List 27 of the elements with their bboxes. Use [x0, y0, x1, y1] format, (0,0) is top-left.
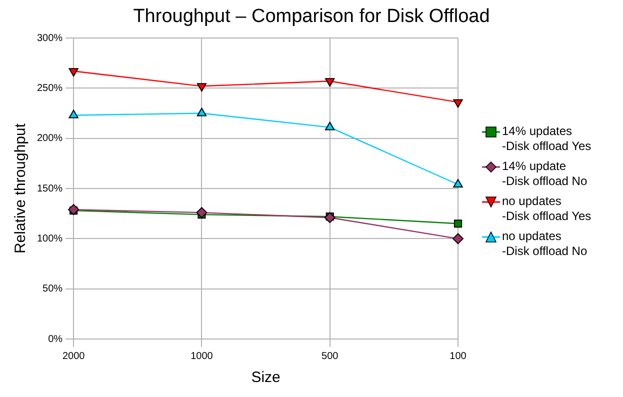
y-tick-label: 0%	[48, 334, 63, 345]
y-tick-label: 300%	[37, 32, 63, 44]
x-tick-label: 2000	[62, 350, 86, 362]
legend-label: 14% update -Disk offload No	[502, 159, 588, 189]
y-axis-title: Relative throughput	[12, 122, 30, 254]
point	[196, 207, 208, 218]
legend-label: no updates -Disk offload No	[502, 229, 588, 259]
chart-title: Throughput – Comparison for Disk Offload	[132, 6, 491, 28]
y-tick-label: 200%	[37, 133, 63, 144]
point	[68, 68, 78, 77]
legend-label: 14% updates -Disk offload Yes	[502, 124, 592, 154]
x-axis-title: Size	[251, 369, 280, 386]
y-tick-label: 50%	[42, 284, 63, 295]
point	[452, 233, 464, 244]
point	[454, 220, 462, 228]
legend-label: no updates -Disk offload Yes	[502, 194, 592, 224]
y-tick-label: 150%	[37, 183, 63, 194]
y-tick-label: 100%	[37, 233, 63, 244]
point	[324, 212, 336, 224]
point	[68, 204, 80, 216]
point	[196, 83, 207, 92]
x-tick-label: 1000	[190, 350, 214, 362]
y-tick-label: 250%	[37, 82, 63, 94]
x-tick-label: 100	[450, 350, 467, 362]
point	[453, 99, 463, 108]
point	[325, 78, 335, 87]
x-tick-label: 500	[322, 350, 339, 362]
